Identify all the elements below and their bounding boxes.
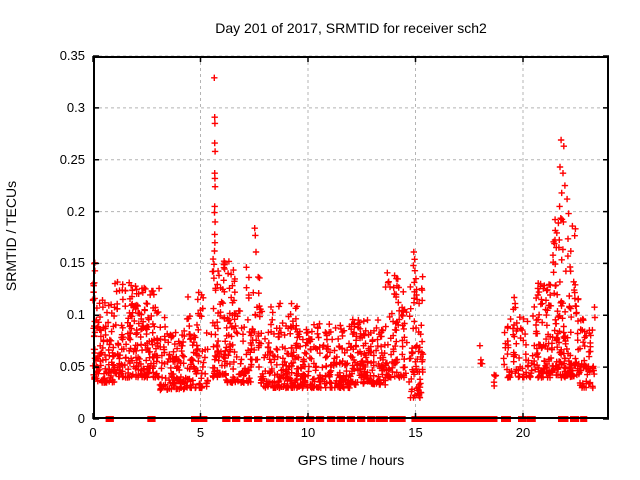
y-tick-label: 0 (77, 411, 85, 426)
scatter-points (89, 74, 599, 401)
plot-area (89, 55, 609, 422)
x-tick-label: 5 (196, 425, 205, 440)
scatter-canvas (89, 55, 609, 422)
x-tick-label: 20 (515, 425, 531, 440)
y-tick-label: 0.35 (59, 48, 85, 63)
y-tick-label: 0.25 (59, 151, 85, 167)
y-axis-label: SRMTID / TECUs (3, 180, 19, 292)
y-tick-label: 0.15 (59, 255, 85, 271)
y-tick-label: 0.1 (66, 307, 85, 323)
chart-title: Day 201 of 2017, SRMTID for receiver sch… (215, 20, 487, 36)
x-tick-label: 15 (408, 425, 423, 440)
x-tick-label: 10 (300, 425, 316, 440)
y-tick-label: 0.05 (59, 359, 85, 375)
y-tick-label: 0.3 (66, 99, 85, 115)
x-tick-label: 0 (89, 425, 97, 440)
y-tick-label: 0.2 (66, 203, 85, 219)
x-axis-label: GPS time / hours (297, 452, 405, 468)
